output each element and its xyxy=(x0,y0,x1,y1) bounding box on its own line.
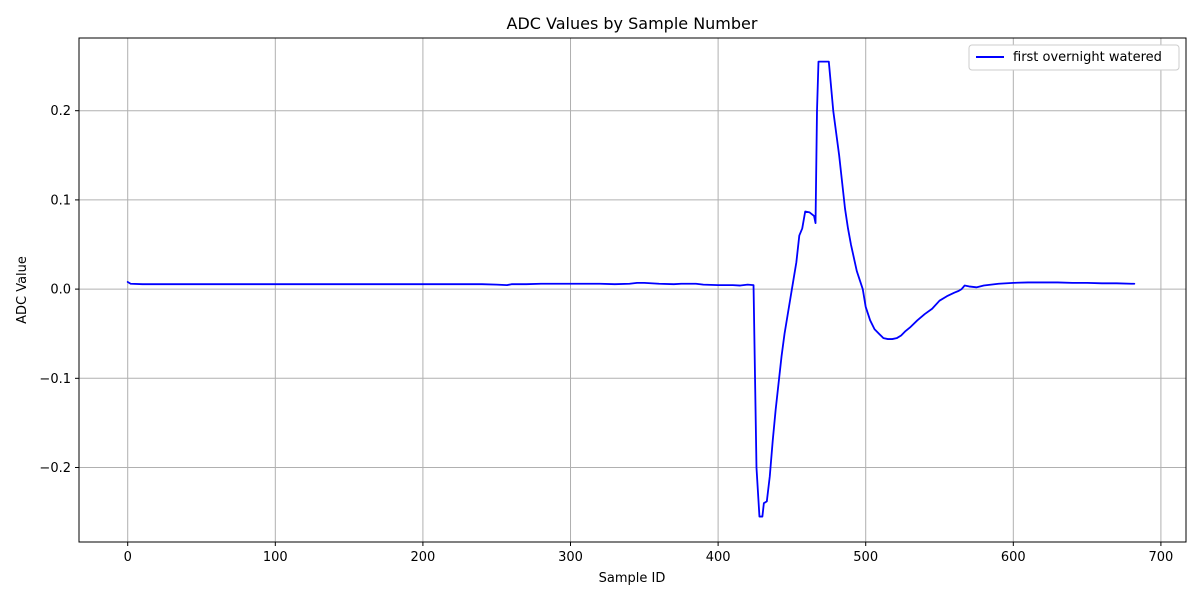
y-axis-label: ADC Value xyxy=(15,256,30,324)
x-tick-label: 300 xyxy=(558,550,583,565)
x-tick-label: 200 xyxy=(410,550,435,565)
grid xyxy=(79,38,1186,542)
chart-title: ADC Values by Sample Number xyxy=(507,14,758,33)
y-tick-label: −0.2 xyxy=(39,461,71,476)
x-axis-label: Sample ID xyxy=(599,571,666,586)
x-tick-label: 0 xyxy=(124,550,132,565)
axes-frame xyxy=(78,37,1187,543)
y-axis-ticks: −0.2 −0.1 0.0 0.1 0.2 xyxy=(39,104,79,476)
legend: first overnight watered xyxy=(968,44,1180,71)
series-line-0 xyxy=(126,60,1136,518)
x-tick-label: 100 xyxy=(263,550,288,565)
y-tick-label: 0.1 xyxy=(50,193,71,208)
y-tick-label: 0.2 xyxy=(50,104,71,119)
legend-label-first-overnight-watered: first overnight watered xyxy=(1013,50,1162,65)
series-layer xyxy=(126,60,1136,518)
x-tick-label: 700 xyxy=(1148,550,1173,565)
y-tick-label: −0.1 xyxy=(39,372,71,387)
x-tick-label: 400 xyxy=(706,550,731,565)
legend-box xyxy=(968,44,1180,71)
x-tick-label: 500 xyxy=(853,550,878,565)
x-axis-ticks: 0 100 200 300 400 500 600 700 xyxy=(124,542,1173,565)
x-tick-label: 600 xyxy=(1001,550,1026,565)
y-tick-label: 0.0 xyxy=(50,283,71,298)
